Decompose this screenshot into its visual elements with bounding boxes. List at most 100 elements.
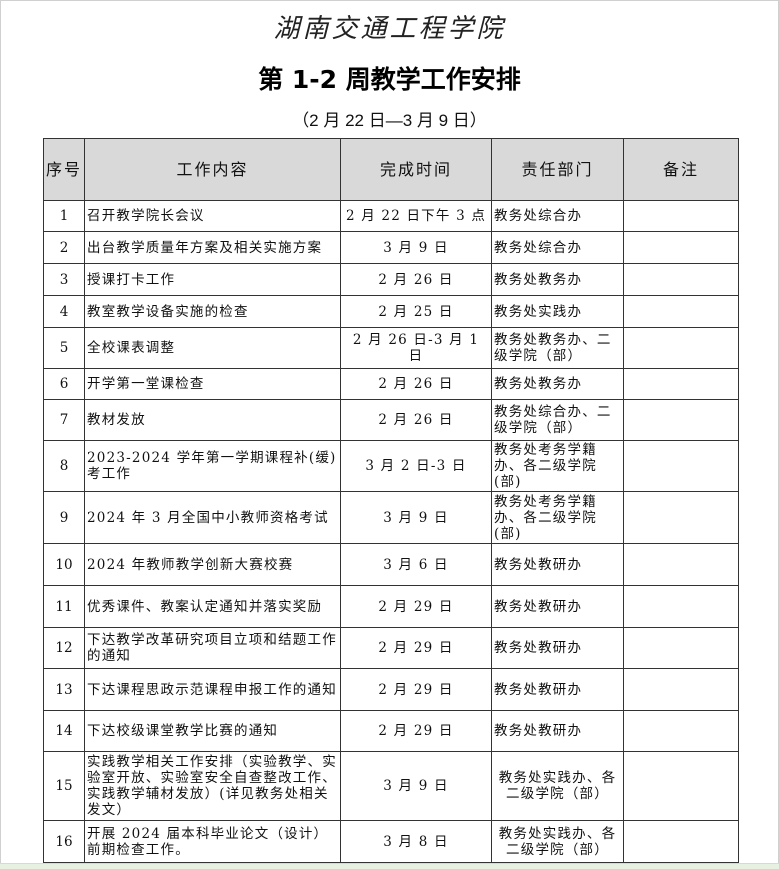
table-row: 10 2024 年教师教学创新大赛校赛 3 月 6 日教务处教研办: [43, 543, 739, 586]
responsible-dept: 教务处实践办、各二级学院（部）: [491, 820, 624, 863]
completion-time: 3 月 9 日: [340, 491, 492, 544]
work-content: 下达课程思政示范课程申报工作的通知: [84, 668, 341, 711]
work-content: 授课打卡工作: [84, 263, 341, 296]
row-number: 12: [43, 627, 85, 669]
responsible-dept: 教务处实践办、各二级学院（部）: [491, 751, 624, 821]
note: [623, 627, 739, 669]
row-number: 6: [43, 368, 85, 400]
row-number: 9: [43, 491, 85, 544]
row-number: 16: [43, 820, 85, 863]
note: [623, 327, 739, 369]
completion-time: 2 月 26 日-3 月 1 日: [340, 327, 492, 369]
work-content: 优秀课件、教案认定通知并落实奖励: [84, 585, 341, 628]
note: [623, 200, 739, 232]
schedule-table: 序号 工作内容 完成时间 责任部门 备注 1 召开教学院长会议 2 月 22 日下午…: [43, 138, 739, 863]
responsible-dept: 教务处教务办、二级学院（部）: [491, 327, 624, 369]
note: [623, 263, 739, 296]
completion-time: 2 月 25 日: [340, 295, 492, 328]
row-number: 3: [43, 263, 85, 296]
note: [623, 820, 739, 863]
table-row: 8 2023-2024 学年第一学期课程补(缓)考工作 3 月 2 日-3 日教务处…: [43, 440, 739, 492]
responsible-dept: 教务处教研办: [491, 710, 624, 752]
table-row: 13 下达课程思政示范课程申报工作的通知 2 月 29 日教务处教研办: [43, 668, 739, 711]
completion-time: 2 月 29 日: [340, 668, 492, 711]
work-content: 2024 年 3 月全国中小教师资格考试: [84, 491, 341, 544]
note: [623, 751, 739, 821]
table-row: 6 开学第一堂课检查 2 月 26 日教务处教务办: [43, 368, 739, 400]
work-content: 下达教学改革研究项目立项和结题工作的通知: [84, 627, 341, 669]
date-range: （2 月 22 日—3 月 9 日）: [292, 111, 487, 130]
col-header-no: 序号: [43, 138, 85, 201]
completion-time: 2 月 26 日: [340, 263, 492, 296]
note: [623, 440, 739, 492]
row-number: 7: [43, 399, 85, 441]
responsible-dept: 教务处教务办: [491, 368, 624, 400]
table-row: 15 实践教学相关工作安排（实验教学、实验室开放、实验室安全自查整改工作、实践教学…: [43, 751, 739, 821]
responsible-dept: 教务处教研办: [491, 585, 624, 628]
completion-time: 2 月 29 日: [340, 627, 492, 669]
work-content: 实践教学相关工作安排（实验教学、实验室开放、实验室安全自查整改工作、实践教学辅材…: [84, 751, 341, 821]
work-content: 教材发放: [84, 399, 341, 441]
col-header-note: 备注: [623, 138, 739, 201]
work-content: 开展 2024 届本科毕业论文（设计）前期检查工作。: [84, 820, 341, 863]
row-number: 4: [43, 295, 85, 328]
completion-time: 3 月 2 日-3 日: [340, 440, 492, 492]
responsible-dept: 教务处教研办: [491, 543, 624, 586]
work-content: 召开教学院长会议: [84, 200, 341, 232]
row-number: 2: [43, 231, 85, 264]
work-content: 2023-2024 学年第一学期课程补(缓)考工作: [84, 440, 341, 492]
page-title: 第 1-2 周教学工作安排: [258, 65, 521, 94]
note: [623, 295, 739, 328]
completion-time: 3 月 6 日: [340, 543, 492, 586]
completion-time: 3 月 9 日: [340, 751, 492, 821]
row-number: 14: [43, 710, 85, 752]
row-number: 8: [43, 440, 85, 492]
table-row: 16 开展 2024 届本科毕业论文（设计）前期检查工作。 3 月 8 日教务处实践…: [43, 820, 739, 863]
completion-time: 2 月 29 日: [340, 710, 492, 752]
note: [623, 543, 739, 586]
work-content: 教室教学设备实施的检查: [84, 295, 341, 328]
col-header-dept: 责任部门: [491, 138, 624, 201]
table-row: 1 召开教学院长会议 2 月 22 日下午 3 点教务处综合办: [43, 200, 739, 232]
completion-time: 3 月 8 日: [340, 820, 492, 863]
responsible-dept: 教务处考务学籍办、各二级学院(部): [491, 491, 624, 544]
table-row: 3 授课打卡工作 2 月 26 日教务处教务办: [43, 263, 739, 296]
institution-logo-text: 湖南交通工程学院: [273, 14, 506, 44]
completion-time: 2 月 22 日下午 3 点: [340, 200, 492, 232]
note: [623, 710, 739, 752]
table-row: 5 全校课表调整 2 月 26 日-3 月 1 日教务处教务办、二级学院（部）: [43, 327, 739, 369]
note: [623, 585, 739, 628]
viewer-bottom-bar: [0, 863, 779, 869]
completion-time: 2 月 26 日: [340, 368, 492, 400]
table-row: 11 优秀课件、教案认定通知并落实奖励 2 月 29 日教务处教研办: [43, 585, 739, 628]
note: [623, 368, 739, 400]
work-content: 2024 年教师教学创新大赛校赛: [84, 543, 341, 586]
completion-time: 3 月 9 日: [340, 231, 492, 264]
responsible-dept: 教务处教研办: [491, 627, 624, 669]
table-row: 12 下达教学改革研究项目立项和结题工作的通知 2 月 29 日教务处教研办: [43, 627, 739, 669]
table-row: 14 下达校级课堂教学比赛的通知 2 月 29 日教务处教研办: [43, 710, 739, 752]
responsible-dept: 教务处综合办、二级学院（部）: [491, 399, 624, 441]
col-header-time: 完成时间: [340, 138, 492, 201]
note: [623, 491, 739, 544]
row-number: 15: [43, 751, 85, 821]
table-row: 9 2024 年 3 月全国中小教师资格考试 3 月 9 日教务处考务学籍办、各二级…: [43, 491, 739, 544]
responsible-dept: 教务处教务办: [491, 263, 624, 296]
row-number: 1: [43, 200, 85, 232]
table-row: 2 出台教学质量年方案及相关实施方案 3 月 9 日教务处综合办: [43, 231, 739, 264]
completion-time: 2 月 29 日: [340, 585, 492, 628]
row-number: 10: [43, 543, 85, 586]
col-header-content: 工作内容: [84, 138, 341, 201]
responsible-dept: 教务处教研办: [491, 668, 624, 711]
responsible-dept: 教务处综合办: [491, 200, 624, 232]
note: [623, 231, 739, 264]
note: [623, 668, 739, 711]
table-row: 7 教材发放 2 月 26 日教务处综合办、二级学院（部）: [43, 399, 739, 441]
responsible-dept: 教务处综合办: [491, 231, 624, 264]
work-content: 下达校级课堂教学比赛的通知: [84, 710, 341, 752]
work-content: 全校课表调整: [84, 327, 341, 369]
row-number: 5: [43, 327, 85, 369]
row-number: 11: [43, 585, 85, 628]
work-content: 开学第一堂课检查: [84, 368, 341, 400]
table-row: 4 教室教学设备实施的检查 2 月 25 日教务处实践办: [43, 295, 739, 328]
